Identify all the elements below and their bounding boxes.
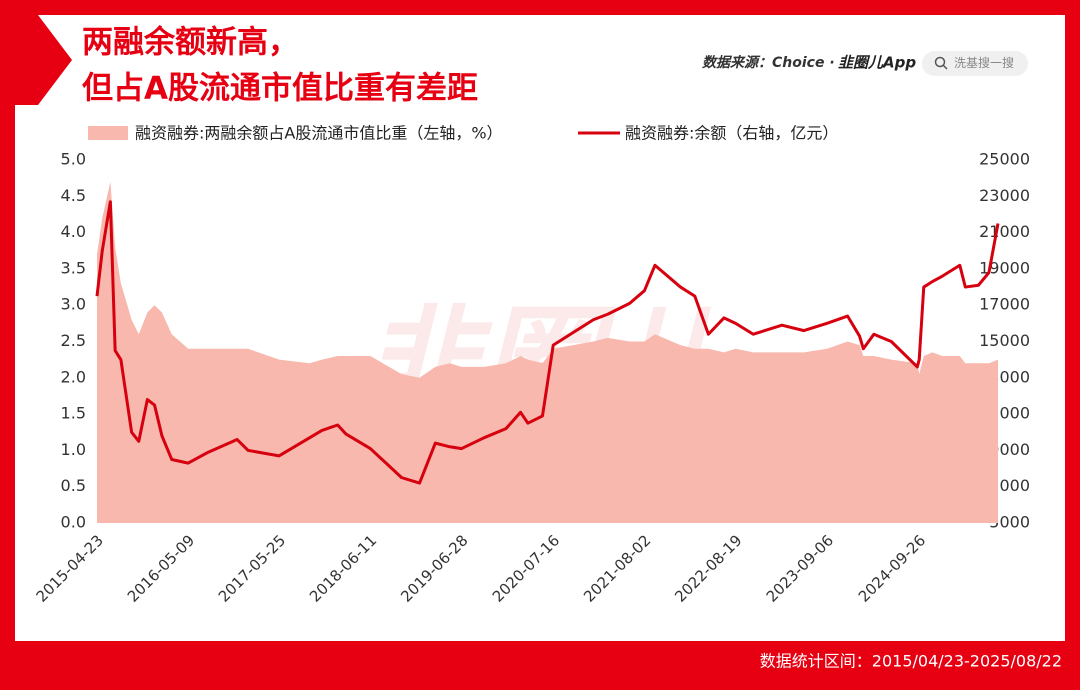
y-tick-label: 4.5 [61, 186, 86, 205]
search-icon [942, 64, 948, 70]
y2-tick-label: 7000 [989, 476, 1030, 495]
line [95, 200, 1000, 485]
y2-tick-label: 5000 [989, 513, 1030, 532]
legend-swatch [88, 126, 128, 140]
y-tick-label: 4.0 [61, 222, 86, 241]
legend-label: 融资融券:余额（右轴，亿元） [625, 124, 838, 143]
y-tick-label: 3.5 [61, 258, 86, 277]
y-tick-label: 0.0 [61, 513, 86, 532]
footer-range: 数据统计区间：2015/04/23-2025/08/22 [760, 652, 1062, 671]
y-tick-label: 1.5 [61, 404, 86, 423]
y2-tick-label: 15000 [979, 331, 1030, 350]
y2-tick-label: 17000 [979, 295, 1030, 314]
source: 数据来源：Choice · [702, 54, 835, 71]
corner-shape [15, 15, 72, 105]
y-tick-label: 0.5 [61, 476, 86, 495]
search-box[interactable] [922, 51, 1028, 76]
y-tick-label: 3.0 [61, 295, 86, 314]
y-tick-label: 2.5 [61, 331, 86, 350]
y2-tick-label: 9000 [989, 440, 1030, 459]
title: 但占A股流通市值比重有差距 [82, 71, 478, 107]
brand: 韭圈儿App [838, 54, 916, 72]
y2-tick-label: 25000 [979, 150, 1030, 169]
y2-tick-label: 21000 [979, 222, 1030, 241]
title: 两融余额新高， [82, 25, 299, 61]
legend-label: 融资融券:两融余额占A股流通市值比重（左轴，%） [135, 124, 503, 143]
y-tick-label: 5.0 [61, 150, 86, 169]
search-placeholder: 洗基搜一搜 [954, 55, 1014, 70]
y-tick-label: 2.0 [61, 367, 86, 386]
y2-tick-label: 23000 [979, 186, 1030, 205]
search-icon [934, 56, 946, 68]
card [15, 15, 1065, 641]
y-tick-label: 1.0 [61, 440, 86, 459]
area [97, 181, 998, 523]
